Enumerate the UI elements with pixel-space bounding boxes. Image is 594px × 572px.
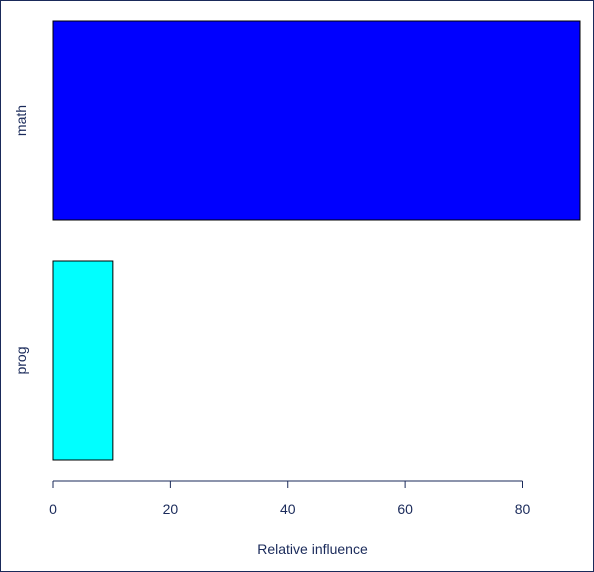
x-tick-label-0: 0: [49, 501, 57, 517]
x-tick-label-60: 60: [397, 501, 413, 517]
category-label-math: math: [13, 105, 29, 136]
x-tick-label-80: 80: [515, 501, 531, 517]
x-tick-label-40: 40: [280, 501, 296, 517]
x-tick-label-20: 20: [163, 501, 179, 517]
x-axis: 0 20 40 60 80: [49, 480, 531, 517]
bars-group: [52, 20, 581, 461]
bar-math: [52, 20, 581, 221]
bar-prog: [52, 260, 114, 461]
category-label-prog: prog: [13, 346, 29, 374]
x-axis-title: Relative influence: [257, 541, 368, 557]
category-labels-group: math prog: [13, 105, 29, 375]
